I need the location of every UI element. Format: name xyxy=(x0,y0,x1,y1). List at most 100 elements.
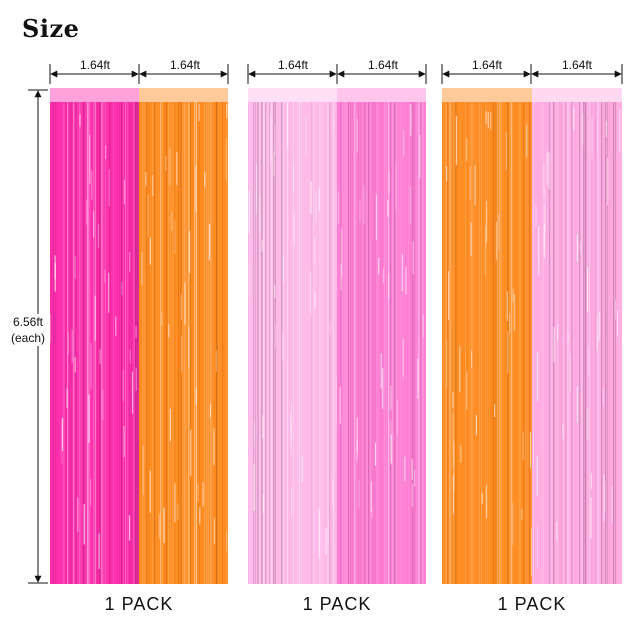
tinsel-shimmer xyxy=(270,114,272,164)
tinsel-shimmer xyxy=(290,427,292,457)
tinsel-shimmer xyxy=(195,165,197,213)
tinsel-shimmer xyxy=(562,423,564,439)
tinsel-shimmer xyxy=(390,419,392,462)
tinsel-strand xyxy=(222,102,224,584)
tinsel-shimmer xyxy=(204,171,206,188)
tinsel-shimmer xyxy=(512,288,514,303)
tinsel-shimmer xyxy=(611,486,613,524)
tinsel-strand xyxy=(537,102,538,584)
curtain-pack-3 xyxy=(442,88,622,584)
tinsel-strand xyxy=(293,102,294,584)
tinsel-shimmer xyxy=(327,522,329,546)
tinsel-shimmer xyxy=(93,211,95,238)
tinsel-strand xyxy=(360,102,362,584)
tinsel-strand xyxy=(589,102,591,584)
tinsel-shimmer xyxy=(375,194,378,240)
tinsel-strand xyxy=(422,102,424,584)
tinsel-strand xyxy=(212,102,214,584)
tinsel-strand xyxy=(493,102,495,584)
tinsel-strand xyxy=(382,102,383,584)
tinsel-strand xyxy=(408,102,410,584)
tinsel-strand xyxy=(85,102,87,584)
tinsel-strand xyxy=(125,102,126,584)
tinsel-strand xyxy=(535,102,537,584)
tinsel-strand xyxy=(396,102,398,584)
tinsel-shimmer xyxy=(475,415,477,436)
tinsel-svg xyxy=(442,88,622,584)
tinsel-shimmer xyxy=(485,110,487,125)
tinsel-shimmer xyxy=(371,507,373,518)
tinsel-shimmer xyxy=(453,441,455,491)
tinsel-strand xyxy=(344,102,345,584)
tinsel-shimmer xyxy=(301,455,303,483)
tinsel-strand xyxy=(525,102,527,584)
tinsel-strand xyxy=(386,102,388,584)
tinsel-shimmer xyxy=(315,191,317,223)
tinsel-shimmer xyxy=(66,388,68,408)
tinsel-strand xyxy=(107,102,108,584)
tinsel-shimmer xyxy=(459,346,461,392)
tinsel-strand xyxy=(265,102,267,584)
tinsel-shimmer xyxy=(576,234,578,262)
width-dimension-pack-1 xyxy=(49,64,229,84)
tinsel-shimmer xyxy=(466,371,468,410)
tinsel-strand xyxy=(117,102,119,584)
tinsel-strand xyxy=(362,102,364,584)
tinsel-header-band xyxy=(139,88,228,102)
tinsel-shimmer xyxy=(123,179,126,204)
tinsel-strand xyxy=(545,102,546,584)
tinsel-strand xyxy=(200,102,202,584)
tinsel-shimmer xyxy=(325,528,327,555)
tinsel-shimmer xyxy=(169,408,171,442)
tinsel-strand xyxy=(140,102,142,584)
tinsel-shimmer xyxy=(466,138,468,162)
tinsel-strand xyxy=(65,102,67,584)
tinsel-shimmer xyxy=(177,503,179,521)
tinsel-strand xyxy=(611,102,612,584)
tinsel-shimmer xyxy=(86,199,88,225)
tinsel-shimmer xyxy=(98,533,100,569)
tinsel-strand xyxy=(615,102,616,584)
tinsel-strand xyxy=(603,102,605,584)
tinsel-strand xyxy=(455,102,457,584)
tinsel-shimmer xyxy=(122,369,124,402)
tinsel-strand xyxy=(317,102,319,584)
tinsel-strand xyxy=(338,102,340,584)
tinsel-shimmer xyxy=(538,226,540,276)
tinsel-shimmer xyxy=(141,252,143,286)
tinsel-strand xyxy=(321,102,322,584)
tinsel-strand xyxy=(447,102,449,584)
tinsel-strand xyxy=(491,102,493,584)
width-label-pack-3-right: 1.64ft xyxy=(561,58,593,72)
tinsel-strand xyxy=(154,102,155,584)
tinsel-strand xyxy=(95,102,96,584)
tinsel-shimmer xyxy=(529,432,532,469)
tinsel-strand xyxy=(445,102,447,584)
tinsel-strand xyxy=(543,102,544,584)
tinsel-panel xyxy=(532,88,622,584)
tinsel-shimmer xyxy=(94,295,96,341)
tinsel-strand xyxy=(515,102,517,584)
tinsel-shimmer xyxy=(274,322,276,350)
tinsel-shimmer xyxy=(404,456,406,482)
tinsel-shimmer xyxy=(290,487,293,516)
tinsel-shimmer xyxy=(83,504,85,545)
tinsel-strand xyxy=(81,102,83,584)
tinsel-strand xyxy=(129,102,131,584)
tinsel-strand xyxy=(346,102,348,584)
tinsel-panel xyxy=(442,88,533,584)
tinsel-strand xyxy=(295,102,296,584)
tinsel-shimmer xyxy=(340,264,342,291)
tinsel-strand xyxy=(135,102,137,584)
tinsel-strand xyxy=(547,102,549,584)
tinsel-strand xyxy=(103,102,105,584)
tinsel-strand xyxy=(164,102,166,584)
tinsel-strand xyxy=(186,102,188,584)
tinsel-shimmer xyxy=(580,241,582,255)
tinsel-shimmer xyxy=(535,205,537,227)
tinsel-strand xyxy=(356,102,357,584)
tinsel-shimmer xyxy=(605,120,607,137)
tinsel-header-band xyxy=(532,88,622,102)
tinsel-strand xyxy=(483,102,485,584)
tinsel-shimmer xyxy=(314,261,316,288)
